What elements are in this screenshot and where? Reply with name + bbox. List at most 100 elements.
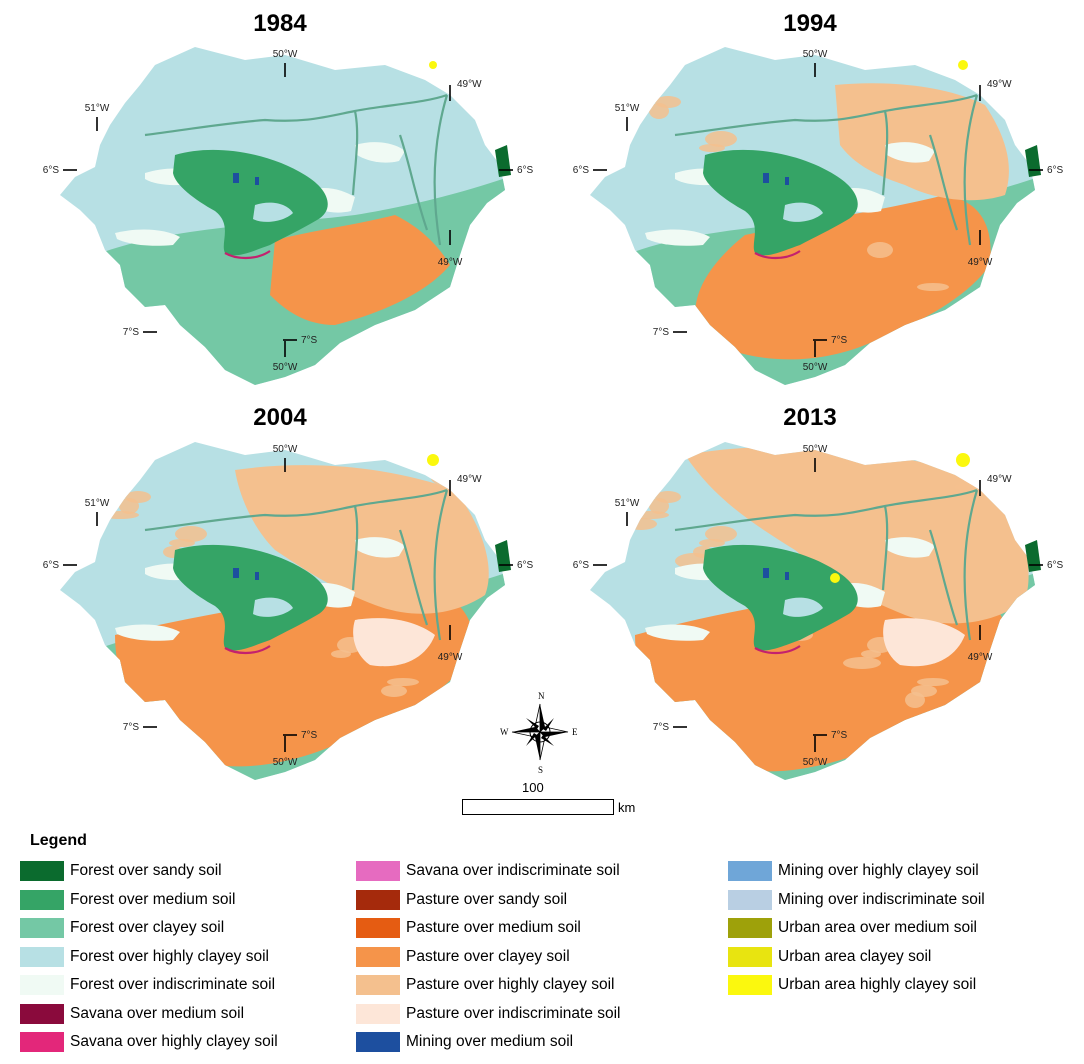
pasture-patch bbox=[331, 650, 351, 658]
coordinate-label: 50°W bbox=[273, 444, 298, 455]
forest-highly-clayey-inlet bbox=[253, 597, 293, 617]
legend-item: Pasture over highly clayey soil bbox=[356, 974, 615, 996]
mining-spot bbox=[785, 572, 789, 580]
coordinate-label: 6°S bbox=[43, 165, 60, 176]
pasture-patch bbox=[699, 144, 725, 152]
mining-spot bbox=[763, 568, 769, 578]
urban-area bbox=[830, 573, 840, 583]
legend-label: Urban area over medium soil bbox=[778, 919, 978, 936]
legend-swatch bbox=[356, 861, 400, 881]
coordinate-label: 6°S bbox=[43, 560, 60, 571]
coordinate-label: 7°S bbox=[123, 327, 140, 338]
legend-item: Forest over medium soil bbox=[20, 889, 235, 911]
map-panel: 50°W 51°W 49°W 49°W 6°S 6°S 7°S 7°S 50°W bbox=[573, 47, 1064, 385]
forest-highly-clayey-inlet bbox=[783, 597, 823, 617]
coordinate-label: 7°S bbox=[653, 722, 670, 733]
coordinate-label: 49°W bbox=[457, 79, 482, 90]
legend-label: Mining over medium soil bbox=[406, 1033, 574, 1050]
forest-medium-zone bbox=[173, 544, 328, 651]
legend-swatch bbox=[356, 975, 400, 995]
mining-spot bbox=[233, 568, 239, 578]
urban-area bbox=[958, 60, 968, 70]
legend-item: Savana over medium soil bbox=[20, 1003, 244, 1025]
map-panel: 50°W 51°W 49°W 49°W 6°S 6°S 7°S 7°S 50°W bbox=[573, 442, 1064, 780]
legend-swatch bbox=[20, 1032, 64, 1052]
map-panel: 50°W 51°W 49°W 49°W 6°S 6°S 7°S 7°S 50°W bbox=[43, 47, 534, 385]
savana-edge bbox=[754, 645, 801, 655]
coordinate-label: 49°W bbox=[968, 652, 993, 663]
forest-sandy-zone bbox=[1025, 145, 1041, 177]
scale-bar-value: 100 bbox=[522, 780, 544, 795]
forest-sandy-zone bbox=[495, 145, 511, 177]
savana-edge bbox=[224, 250, 271, 260]
pasture-indiscriminate-zone bbox=[883, 618, 965, 667]
forest-highly-clayey-inlet bbox=[253, 202, 293, 222]
legend-label: Forest over sandy soil bbox=[70, 862, 222, 879]
legend-label: Pasture over highly clayey soil bbox=[406, 976, 615, 993]
compass-e: E bbox=[572, 727, 578, 737]
river-network bbox=[144, 93, 449, 246]
legend-item: Forest over highly clayey soil bbox=[20, 946, 269, 968]
coordinate-label: 50°W bbox=[803, 444, 828, 455]
legend-swatch bbox=[20, 918, 64, 938]
forest-medium-zone bbox=[703, 149, 858, 256]
coordinate-label: 50°W bbox=[803, 362, 828, 373]
pasture-patch bbox=[705, 526, 737, 542]
savana-edge bbox=[224, 645, 271, 655]
legend-label: Pasture over clayey soil bbox=[406, 947, 570, 965]
legend-item: Mining over highly clayey soil bbox=[728, 860, 979, 882]
forest-indiscriminate-zone bbox=[115, 229, 180, 246]
coordinate-label: 7°S bbox=[831, 730, 848, 741]
panel-title-1994: 1994 bbox=[783, 10, 837, 37]
coordinate-label: 7°S bbox=[301, 335, 318, 346]
legend-swatch bbox=[728, 975, 772, 995]
legend-swatch bbox=[728, 946, 772, 967]
legend-item: Forest over indiscriminate soil bbox=[20, 974, 275, 996]
scale-bar bbox=[462, 799, 614, 815]
coordinate-label: 7°S bbox=[123, 722, 140, 733]
legend-swatch bbox=[20, 861, 64, 881]
coordinate-label: 51°W bbox=[615, 498, 640, 509]
scale-bar-unit: km bbox=[618, 800, 636, 815]
legend-swatch bbox=[356, 1003, 400, 1024]
coordinate-label: 6°S bbox=[1047, 560, 1064, 571]
mining-spot bbox=[255, 572, 259, 580]
mining-spot bbox=[255, 177, 259, 185]
legend-label: Forest over highly clayey soil bbox=[70, 947, 269, 965]
coordinate-label: 50°W bbox=[273, 362, 298, 373]
legend-item: Forest over clayey soil bbox=[20, 917, 224, 939]
legend-label: Mining over indiscriminate soil bbox=[778, 890, 985, 908]
legend-swatch bbox=[356, 946, 400, 967]
coordinate-label: 7°S bbox=[301, 730, 318, 741]
coordinate-label: 6°S bbox=[517, 165, 534, 176]
forest-indiscriminate-zone bbox=[355, 537, 405, 558]
pasture-patch bbox=[843, 657, 881, 669]
urban-area bbox=[956, 453, 970, 467]
urban-area bbox=[427, 454, 439, 466]
legend-label: Savana over medium soil bbox=[70, 1004, 245, 1022]
coordinate-label: 50°W bbox=[803, 757, 828, 768]
pasture-patch bbox=[955, 483, 981, 491]
legend-item: Pasture over medium soil bbox=[356, 917, 581, 939]
pasture-patch bbox=[605, 456, 625, 464]
pasture-patch bbox=[381, 685, 407, 697]
compass-w: W bbox=[500, 727, 509, 737]
river-network bbox=[144, 488, 449, 641]
legend-item: Urban area clayey soil bbox=[728, 946, 931, 968]
legend-label: Savana over highly clayey soil bbox=[70, 1033, 278, 1050]
coordinate-label: 49°W bbox=[438, 652, 463, 663]
coordinate-label: 51°W bbox=[85, 498, 110, 509]
mining-spot bbox=[763, 173, 769, 183]
legend-item: Pasture over clayey soil bbox=[356, 946, 570, 968]
legend-swatch bbox=[356, 889, 400, 910]
savana-edge bbox=[754, 250, 801, 260]
legend-swatch bbox=[356, 918, 400, 938]
legend-item: Pasture over sandy soil bbox=[356, 889, 567, 911]
forest-indiscriminate-zone bbox=[645, 624, 710, 641]
legend-swatch bbox=[728, 889, 772, 910]
legend-swatch bbox=[728, 918, 772, 938]
legend-item: Forest over sandy soil bbox=[20, 860, 222, 882]
pasture-patch bbox=[605, 61, 625, 69]
legend-item: Savana over indiscriminate soil bbox=[356, 860, 620, 882]
pasture-patch bbox=[867, 242, 893, 258]
